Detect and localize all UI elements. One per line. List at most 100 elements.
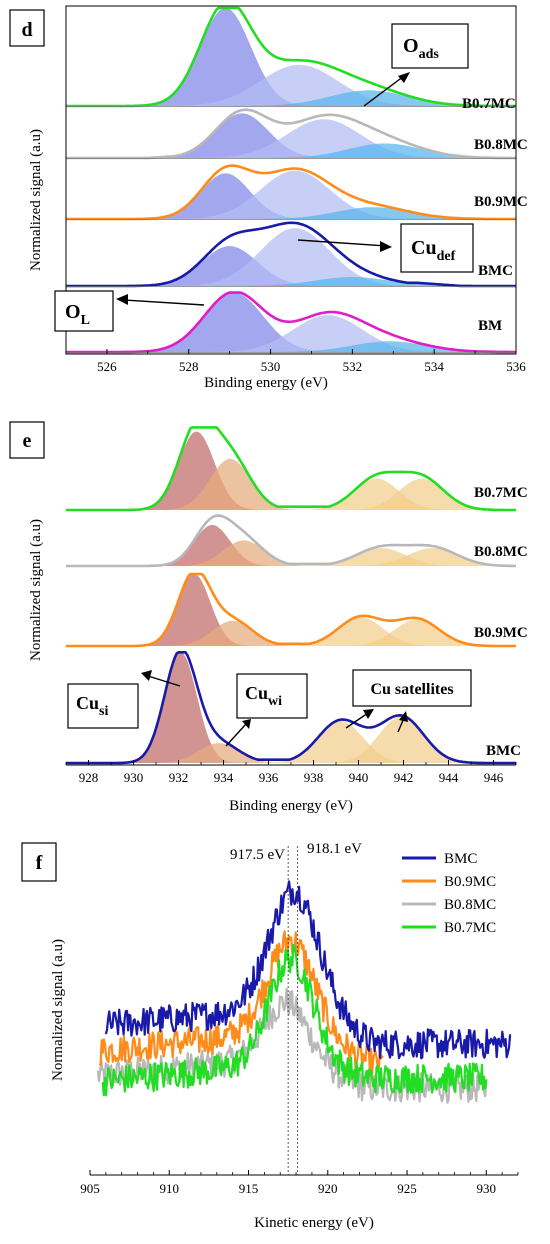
panel-f-auger: 905 910 915 920 925 930 Kinetic energy (eV) N… <box>21 841 519 1231</box>
peak-odef-b0-7mc <box>66 64 516 106</box>
panel-d-series-labels: B0.7MC B0.8MC B0.9MC BMC BM <box>462 96 528 334</box>
tick-label-528: 528 <box>179 359 199 374</box>
peak-cu-satellites-bmc <box>66 716 516 763</box>
tick-label-526: 526 <box>97 359 117 374</box>
peak-cu-si-bmc <box>66 652 516 763</box>
cu-satellites-arrow-left <box>345 712 369 729</box>
o-l-callout-box <box>54 290 114 332</box>
peak-oads-b0-8mc <box>66 143 516 158</box>
envelope-b0-9mc <box>66 164 516 221</box>
tick-label-934: 934 <box>214 770 234 785</box>
panel-f-x-axis-label: Kinetic energy (eV) <box>254 1215 374 1231</box>
panel-e-letter-box <box>9 421 45 459</box>
series-b0-9mc <box>66 164 516 221</box>
peak-odef-b0-9mc <box>66 170 516 219</box>
panel-e-x-ticks: 928 930 932 934 936 938 940 942 944 946 <box>65 760 517 785</box>
panel-e-series-labels: B0.7MC B0.8MC B0.9MC BMC <box>474 485 528 759</box>
cu-wi-callout-box <box>236 673 308 719</box>
peak-cu-satellites-b0-9mc <box>66 619 516 646</box>
tick-label-905: 905 <box>80 1181 100 1196</box>
tick-label-944: 944 <box>439 770 459 785</box>
tick-label-925: 925 <box>397 1181 417 1196</box>
series-b0-9mc <box>66 572 516 648</box>
reference-label-918-1: 918.1 eV <box>307 841 362 857</box>
o-def-callout-box <box>400 223 474 273</box>
cu-si-arrow-head <box>141 670 152 681</box>
panel-f-reference-lines <box>287 846 299 1175</box>
o-ads-callout-label: Oads <box>403 35 439 62</box>
envelope-b0-9mc <box>66 572 516 648</box>
series-label-bmc: BMC <box>486 743 521 759</box>
panel-e-x-axis-label: Binding energy (eV) <box>229 798 353 814</box>
series-label-b0-7mc: B0.7MC <box>462 96 516 112</box>
panel-d-letter-box <box>9 9 45 47</box>
tick-label-940: 940 <box>349 770 369 785</box>
o-def-main: Cu <box>411 237 437 259</box>
panel-f-legend: BMC B0.9MC B0.8MC B0.7MC <box>402 851 496 936</box>
tick-label-930: 930 <box>477 1181 497 1196</box>
tick-label-530: 530 <box>261 359 281 374</box>
tick-label-942: 942 <box>394 770 414 785</box>
o-def-arrow-head <box>380 241 392 252</box>
panel-e-xps-cu2p: 928 930 932 934 936 938 940 942 944 946 Binding e… <box>9 421 528 814</box>
tick-label-930: 930 <box>124 770 144 785</box>
series-label-b0-9mc: B0.9MC <box>474 194 528 210</box>
panel-f-letter: f <box>36 852 43 874</box>
legend-label-b0-8mc: B0.8MC <box>444 897 496 913</box>
envelope-bm <box>66 291 516 354</box>
o-ads-arrow-head <box>398 72 410 83</box>
cu-satellites-arrow-left-head <box>363 709 374 719</box>
series-bmc <box>66 221 516 288</box>
tick-label-946: 946 <box>484 770 504 785</box>
panel-e-letter: e <box>23 430 32 452</box>
o-l-callout-label: OL <box>65 301 90 328</box>
tick-label-932: 932 <box>169 770 189 785</box>
series-label-bmc: BMC <box>478 263 513 279</box>
peak-cu-si-b0-9mc <box>66 574 516 646</box>
envelope-b0-7mc <box>66 6 516 108</box>
peak-oads-bm <box>66 341 516 352</box>
cu-wi-arrow <box>225 723 247 747</box>
series-b0-8mc <box>66 108 516 160</box>
o-def-sub: def <box>437 249 456 264</box>
peak-oads-b0-9mc <box>66 207 516 219</box>
series-label-b0-7mc: B0.7MC <box>474 485 528 501</box>
spectrum-b0-7mc <box>101 944 488 1097</box>
series-bm <box>66 291 516 354</box>
series-label-b0-9mc: B0.9MC <box>474 625 528 641</box>
peak-cu-satellites-b0-8mc <box>66 548 516 566</box>
envelope-b0-7mc <box>66 426 516 512</box>
legend-label-b0-9mc: B0.9MC <box>444 874 496 890</box>
series-b0-8mc <box>66 514 516 568</box>
cu-wi-callout-label: Cuwi <box>245 683 282 709</box>
peak-odef-bmc <box>66 228 516 286</box>
peak-oads-bmc <box>66 277 516 286</box>
tick-label-910: 910 <box>160 1181 180 1196</box>
o-ads-arrow <box>363 75 405 107</box>
tick-label-920: 920 <box>318 1181 338 1196</box>
envelope-bmc <box>66 651 516 765</box>
panel-d-xps-o1s: 526 528 530 532 534 536 Binding energy (eV) N… <box>9 5 528 391</box>
series-label-bm: BM <box>478 318 502 334</box>
o-def-callout-label: Cudef <box>411 237 456 264</box>
cu-si-callout-box <box>67 683 139 729</box>
panel-d-curves <box>66 6 516 354</box>
reference-label-917-5: 917.5 eV <box>230 847 285 863</box>
panel-d-frame <box>65 5 517 355</box>
envelope-b0-8mc <box>66 108 516 160</box>
peak-odef-b0-8mc <box>66 119 516 158</box>
series-label-b0-8mc: B0.8MC <box>474 544 528 560</box>
o-l-arrow <box>123 299 205 306</box>
cu-si-arrow <box>147 675 181 687</box>
panel-f-letter-box <box>21 842 57 882</box>
panel-d-letter: d <box>21 19 32 41</box>
series-b0-7mc <box>66 6 516 108</box>
panel-f-curves <box>96 880 512 1104</box>
panel-e-y-axis-label: Normalized signal (a.u) <box>28 519 44 661</box>
tick-label-534: 534 <box>424 359 444 374</box>
tick-label-938: 938 <box>304 770 324 785</box>
tick-label-532: 532 <box>343 359 363 374</box>
spectrum-bmc <box>104 880 512 1060</box>
panel-e-curves <box>66 426 516 765</box>
